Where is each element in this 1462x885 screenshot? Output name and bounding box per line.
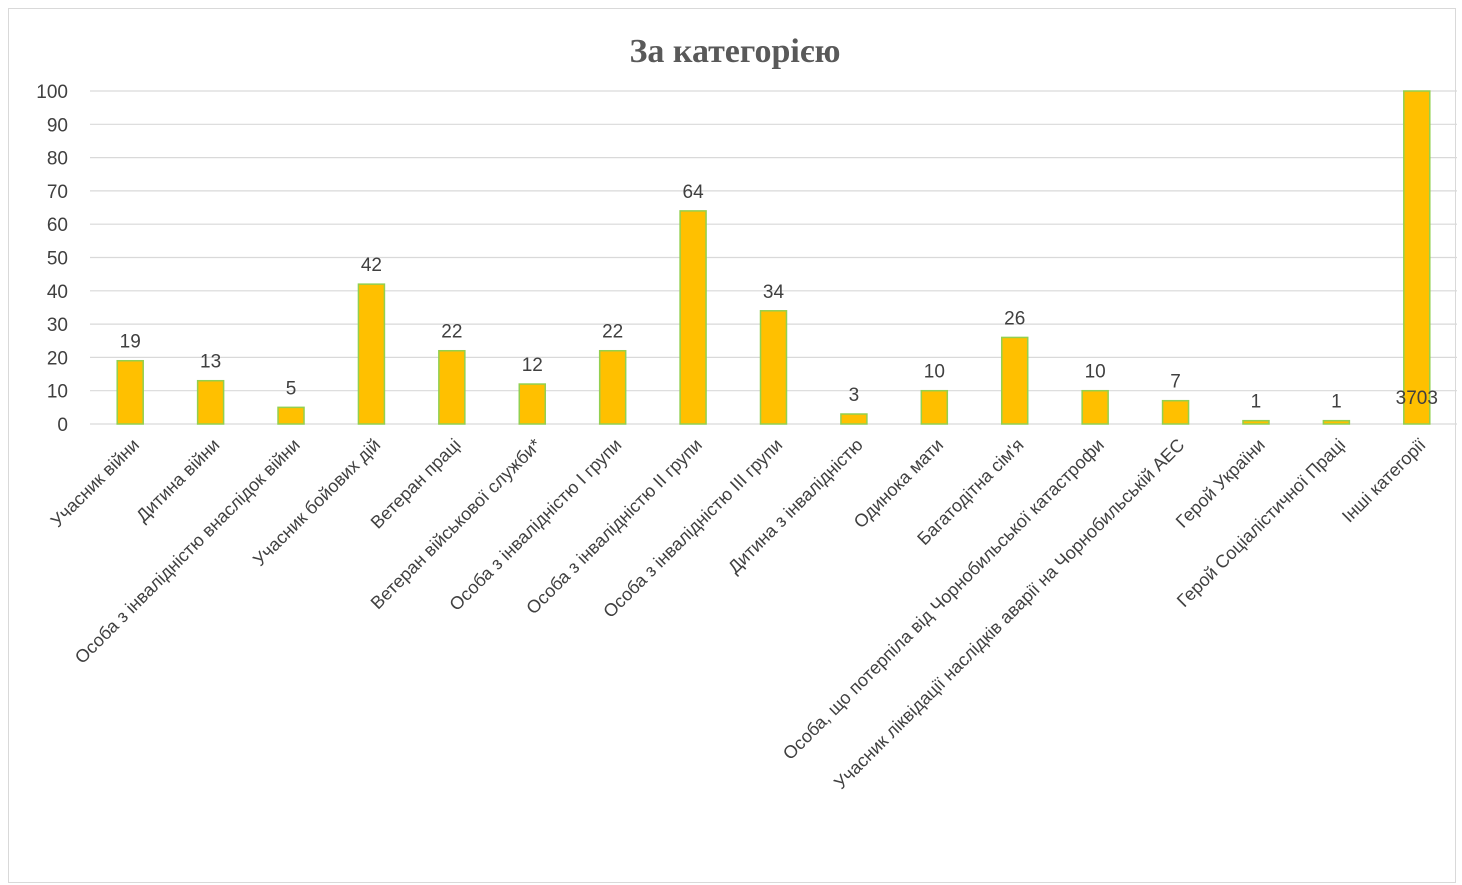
bar — [1081, 389, 1109, 425]
data-label: 5 — [286, 378, 297, 399]
data-label: 10 — [924, 362, 945, 383]
data-label: 10 — [1085, 362, 1106, 383]
data-label: 34 — [763, 282, 785, 303]
category-label: Учасник війни — [47, 435, 143, 531]
bar — [438, 349, 466, 425]
bars — [116, 90, 1431, 425]
bar — [357, 283, 386, 425]
data-label: 42 — [361, 255, 382, 276]
data-label: 7 — [1170, 372, 1181, 393]
category-label: Дитина війни — [132, 435, 223, 526]
category-label: Інші категорії — [1338, 435, 1430, 527]
y-tick-label: 90 — [47, 115, 68, 136]
bar — [1403, 90, 1431, 425]
y-tick-label: 20 — [47, 348, 68, 369]
data-label: 13 — [200, 352, 221, 373]
y-tick-label: 40 — [47, 282, 68, 303]
bar — [1000, 336, 1029, 425]
data-label: 19 — [120, 332, 141, 353]
data-label: 22 — [602, 322, 623, 343]
category-label: Особа з інвалідністю II групи — [522, 435, 706, 619]
category-label: Дитина з інвалідністю — [724, 435, 867, 578]
bar — [518, 383, 547, 425]
category-label: Особа з інвалідністю I групи — [446, 435, 626, 615]
data-label: 3 — [849, 385, 860, 406]
bar — [598, 349, 627, 425]
y-tick-label: 100 — [36, 82, 68, 103]
data-label: 1 — [1331, 392, 1342, 413]
category-label: Герой Соціалістичної Праці — [1173, 435, 1349, 611]
category-label: Ветеран військової служби* — [367, 435, 545, 613]
bar — [759, 310, 788, 425]
chart-title: За категорією — [629, 33, 840, 70]
data-label: 22 — [441, 322, 462, 343]
bar — [840, 413, 868, 425]
y-tick-label: 80 — [47, 149, 68, 170]
y-tick-label: 70 — [47, 182, 68, 203]
bar — [1242, 419, 1270, 425]
y-tick-label: 0 — [57, 415, 68, 436]
data-label: 64 — [683, 182, 705, 203]
data-label: 3703 — [1396, 388, 1438, 409]
bar — [1322, 419, 1351, 425]
y-tick-label: 30 — [47, 315, 68, 336]
data-label: 1 — [1251, 392, 1262, 413]
data-label: 26 — [1004, 308, 1025, 329]
gridlines — [90, 90, 1457, 425]
data-label: 12 — [522, 355, 543, 376]
bar — [679, 210, 707, 425]
bar — [196, 379, 225, 425]
bar — [920, 389, 949, 425]
bar — [277, 406, 305, 425]
y-tick-label: 60 — [47, 215, 68, 236]
bar — [1161, 399, 1190, 425]
bar — [116, 359, 144, 425]
y-axis-ticks: 0 10 20 30 40 50 60 70 80 90 100 — [36, 82, 68, 436]
data-labels: 19 13 5 42 22 12 22 64 34 3 10 26 10 7 1 1 3703 — [120, 182, 1438, 413]
y-tick-label: 10 — [47, 382, 68, 403]
y-tick-label: 50 — [47, 249, 68, 270]
chart-frame — [8, 8, 1456, 883]
